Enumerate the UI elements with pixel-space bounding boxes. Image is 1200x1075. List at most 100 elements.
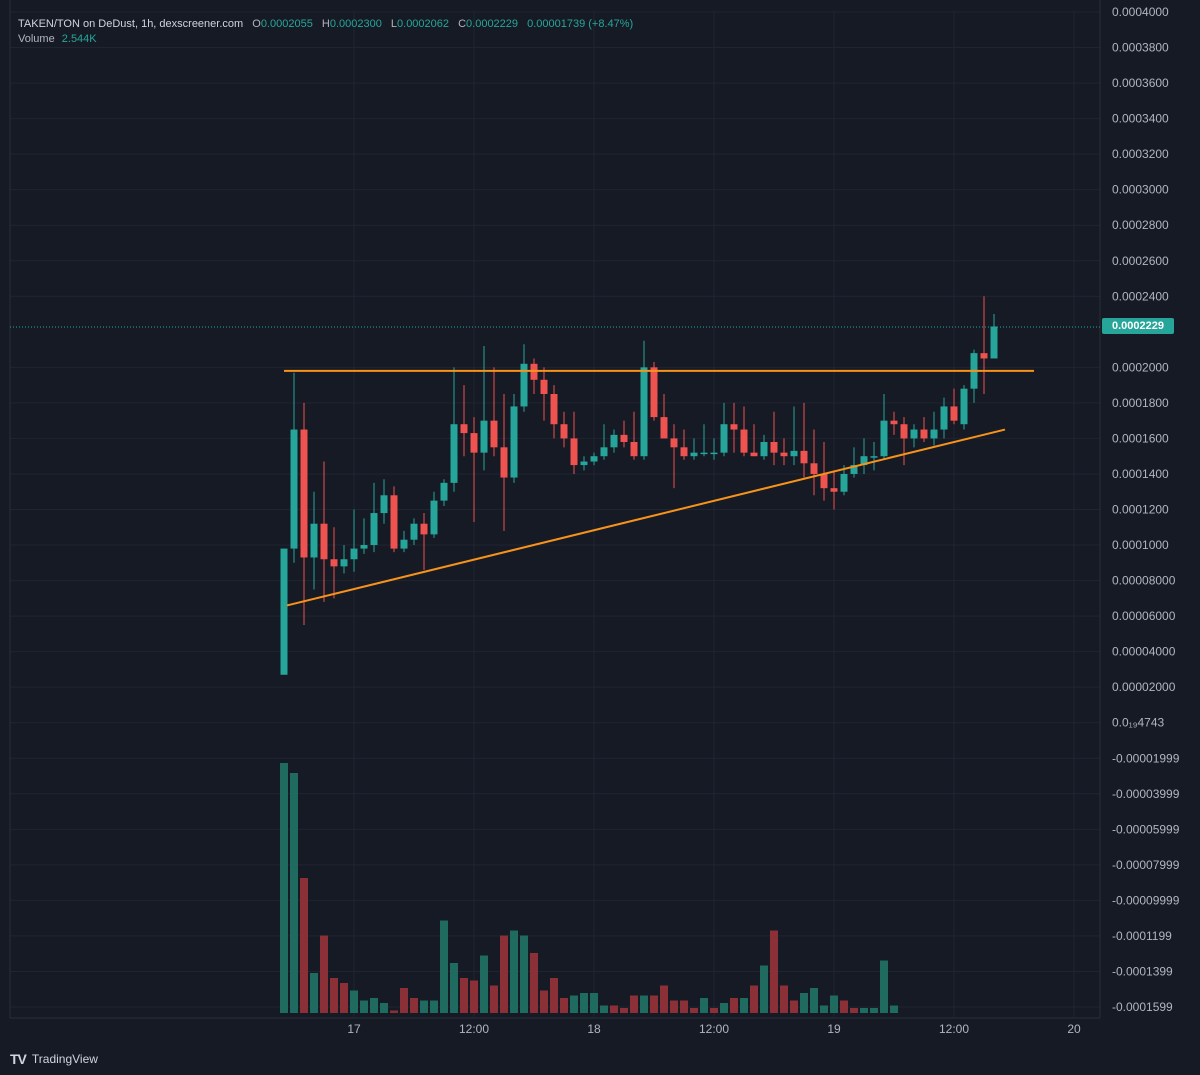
- candle-body: [390, 495, 398, 549]
- candle-body: [380, 495, 388, 514]
- volume-bar: [330, 978, 338, 1013]
- volume-bar: [590, 993, 598, 1013]
- volume-bar: [460, 978, 468, 1013]
- volume-bar: [290, 773, 298, 1013]
- candle-body: [990, 326, 998, 359]
- candle-body: [470, 433, 478, 453]
- volume-bar: [840, 1000, 848, 1013]
- volume-bar: [700, 998, 708, 1013]
- candle-body: [590, 456, 598, 462]
- volume-bar: [320, 935, 328, 1013]
- candle-body: [560, 424, 568, 439]
- volume-bar: [350, 990, 358, 1013]
- y-tick-label: 0.00004000: [1112, 645, 1176, 659]
- candle-body: [780, 452, 788, 457]
- high-label: H: [321, 18, 330, 30]
- y-tick-label: -0.0001199: [1112, 929, 1172, 943]
- high-value: 0.0002300: [329, 18, 382, 30]
- candle-body: [820, 473, 828, 489]
- candle-body: [650, 367, 658, 418]
- volume-bar: [280, 763, 288, 1013]
- candle-body: [540, 379, 548, 395]
- volume-bar: [610, 1005, 618, 1013]
- y-tick-label: 0.0003800: [1112, 41, 1169, 55]
- candle-body: [600, 447, 608, 457]
- volume-bar: [410, 998, 418, 1013]
- y-tick-label: 0.0001200: [1112, 503, 1169, 517]
- volume-bar: [370, 998, 378, 1013]
- volume-bar: [660, 985, 668, 1013]
- x-tick-label: 12:00: [939, 1022, 969, 1036]
- x-tick-label: 18: [587, 1022, 601, 1036]
- candle-body: [660, 417, 668, 439]
- candle-body: [490, 420, 498, 448]
- candle-body: [610, 434, 618, 448]
- volume-bar: [440, 920, 448, 1013]
- candle-body: [710, 452, 718, 455]
- chart-legend: TAKEN/TON on DeDust, 1h, dexscreener.com…: [18, 18, 633, 30]
- candle-body: [790, 450, 798, 457]
- candle-body: [690, 452, 698, 457]
- volume-bar: [850, 1008, 858, 1013]
- volume-bar: [800, 993, 808, 1013]
- volume-bar: [670, 1000, 678, 1013]
- candle-body: [510, 406, 518, 478]
- candle-body: [480, 420, 488, 453]
- candle-body: [770, 441, 778, 453]
- candle-body: [980, 353, 988, 359]
- candle-body: [310, 523, 318, 558]
- candle-body: [450, 424, 458, 483]
- volume-bar: [450, 963, 458, 1013]
- candle-body: [720, 424, 728, 453]
- candle-body: [670, 438, 678, 448]
- x-tick-label: 20: [1067, 1022, 1081, 1036]
- volume-bar: [740, 998, 748, 1013]
- volume-bar: [540, 990, 548, 1013]
- volume-bar: [600, 1005, 608, 1013]
- candle-body: [900, 424, 908, 439]
- candle-body: [860, 456, 868, 466]
- brand-name: TradingView: [31, 1052, 98, 1066]
- tradingview-brand[interactable]: TV TradingView: [10, 1051, 98, 1067]
- symbol-label: TAKEN/TON on DeDust, 1h, dexscreener.com: [18, 18, 244, 30]
- volume-bar: [690, 1008, 698, 1013]
- volume-bar: [870, 1008, 878, 1013]
- candle-body: [280, 548, 288, 675]
- candle-body: [760, 441, 768, 457]
- y-tick-label: 0.0001000: [1112, 538, 1169, 552]
- volume-bar: [340, 983, 348, 1013]
- y-tick-label: 0.00006000: [1112, 609, 1176, 623]
- volume-value: 2.544K: [61, 33, 97, 45]
- candle-body: [340, 559, 348, 567]
- volume-bar: [310, 973, 318, 1013]
- candle-body: [320, 523, 328, 560]
- volume-bar: [390, 1010, 398, 1013]
- candle-body: [830, 488, 838, 492]
- volume-bar: [490, 985, 498, 1013]
- candle-body: [630, 441, 638, 457]
- candle-body: [350, 548, 358, 560]
- volume-bar: [470, 980, 478, 1013]
- volume-bar: [780, 985, 788, 1013]
- candle-body: [950, 406, 958, 421]
- candle-body: [880, 420, 888, 457]
- candle-body: [700, 452, 708, 455]
- volume-bar: [750, 985, 758, 1013]
- volume-bar: [710, 1008, 718, 1013]
- candle-body: [500, 447, 508, 478]
- volume-bar: [820, 1005, 828, 1013]
- y-tick-label: -0.0001599: [1112, 1000, 1173, 1014]
- volume-bar: [530, 953, 538, 1013]
- y-tick-label: 0.00002000: [1112, 680, 1176, 694]
- candle-body: [300, 429, 308, 558]
- volume-bar: [480, 955, 488, 1013]
- candle-body: [440, 482, 448, 501]
- tradingview-logo-icon: TV: [10, 1051, 27, 1067]
- volume-label: Volume: [18, 33, 55, 45]
- candle-body: [620, 434, 628, 442]
- volume-bar: [570, 995, 578, 1013]
- candle-body: [640, 367, 648, 457]
- volume-bar: [770, 930, 778, 1013]
- volume-bar: [380, 1003, 388, 1013]
